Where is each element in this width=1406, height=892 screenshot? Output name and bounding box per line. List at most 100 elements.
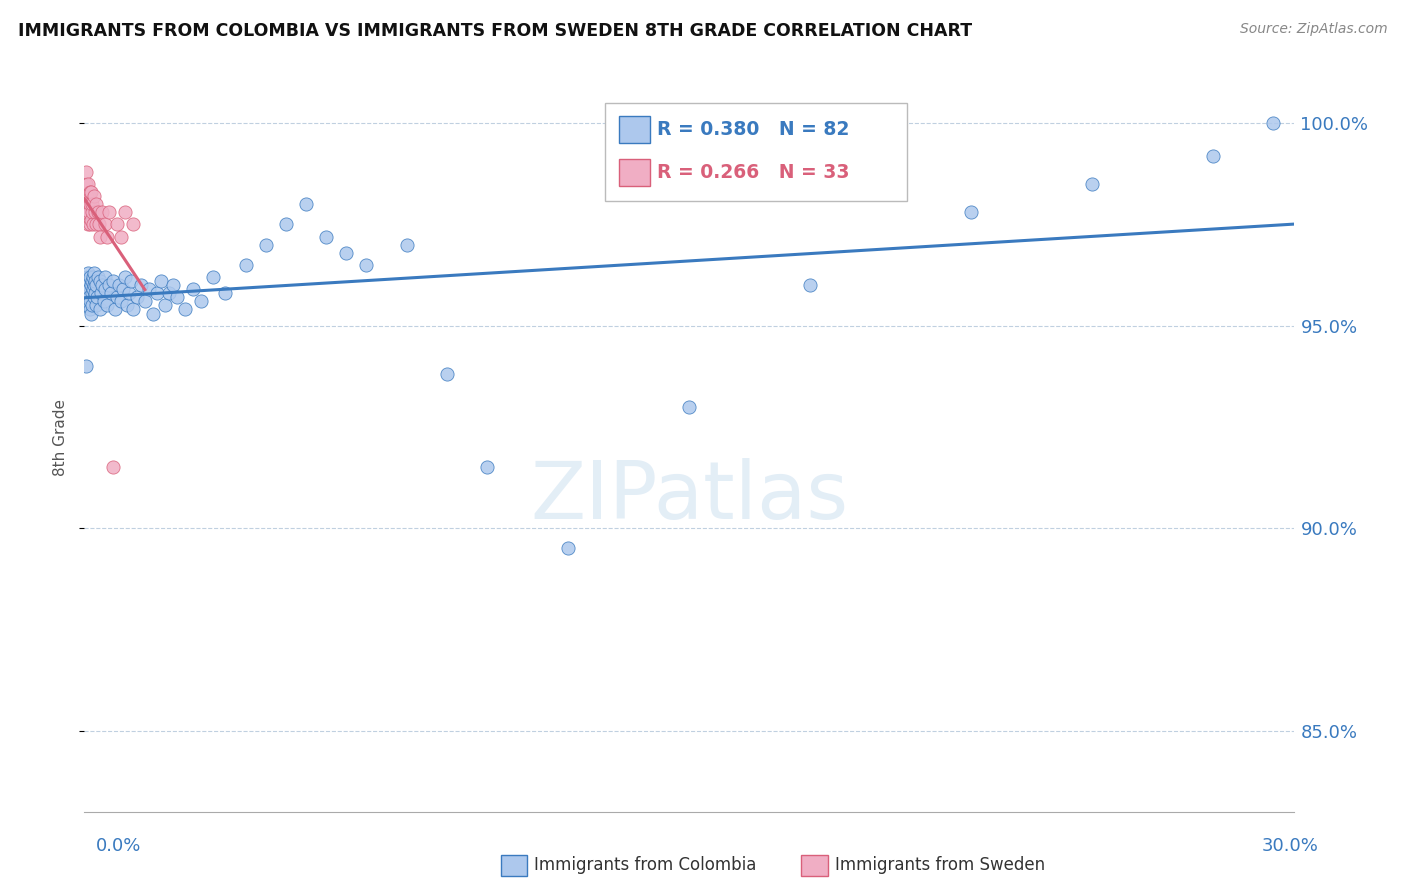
- Point: [83, 290, 105, 304]
- Point: [235, 258, 257, 272]
- Point: [121, 302, 143, 317]
- Point: [138, 282, 160, 296]
- Point: [315, 229, 337, 244]
- Point: [76, 270, 98, 285]
- Point: [79, 218, 101, 232]
- Point: [90, 286, 112, 301]
- Point: [80, 286, 103, 301]
- Point: [77, 282, 100, 296]
- Text: IMMIGRANTS FROM COLOMBIA VS IMMIGRANTS FROM SWEDEN 8TH GRADE CORRELATION CHART: IMMIGRANTS FROM COLOMBIA VS IMMIGRANTS F…: [18, 22, 973, 40]
- Point: [96, 298, 118, 312]
- Point: [77, 274, 100, 288]
- Point: [89, 229, 111, 244]
- Point: [79, 197, 101, 211]
- Point: [125, 290, 148, 304]
- Point: [82, 282, 104, 296]
- Point: [75, 165, 97, 179]
- Point: [83, 189, 105, 203]
- Point: [82, 218, 104, 232]
- Point: [80, 213, 103, 227]
- Point: [111, 282, 134, 296]
- Point: [79, 270, 101, 285]
- Point: [142, 307, 165, 321]
- Point: [83, 266, 105, 280]
- Point: [356, 258, 378, 272]
- Text: 0.0%: 0.0%: [96, 837, 141, 855]
- Point: [181, 282, 204, 296]
- Point: [335, 245, 357, 260]
- Point: [86, 278, 108, 293]
- Point: [436, 368, 458, 382]
- Point: [960, 205, 983, 219]
- Point: [83, 278, 105, 293]
- Point: [395, 237, 418, 252]
- Point: [87, 270, 110, 285]
- Point: [477, 460, 499, 475]
- Point: [149, 274, 172, 288]
- Text: R = 0.266   N = 33: R = 0.266 N = 33: [657, 162, 849, 182]
- Point: [157, 286, 180, 301]
- Text: R = 0.380   N = 82: R = 0.380 N = 82: [657, 120, 849, 139]
- Point: [129, 278, 152, 293]
- Point: [79, 294, 101, 309]
- Point: [114, 205, 136, 219]
- Point: [799, 278, 821, 293]
- Text: Source: ZipAtlas.com: Source: ZipAtlas.com: [1240, 22, 1388, 37]
- Point: [75, 286, 97, 301]
- Point: [107, 278, 129, 293]
- Point: [86, 197, 108, 211]
- Point: [105, 218, 128, 232]
- Point: [77, 189, 100, 203]
- Point: [76, 278, 98, 293]
- Point: [101, 274, 124, 288]
- Point: [1081, 177, 1104, 191]
- Point: [75, 177, 97, 191]
- Point: [94, 270, 117, 285]
- Point: [80, 278, 103, 293]
- Point: [84, 274, 107, 288]
- Point: [84, 218, 107, 232]
- Point: [87, 218, 110, 232]
- Point: [77, 218, 100, 232]
- Point: [121, 218, 143, 232]
- Point: [557, 541, 579, 556]
- Point: [146, 286, 169, 301]
- Text: ZIPatlas: ZIPatlas: [530, 458, 848, 536]
- Point: [254, 237, 277, 252]
- Point: [82, 298, 104, 312]
- Point: [162, 278, 184, 293]
- Point: [214, 286, 236, 301]
- Point: [274, 218, 297, 232]
- Point: [678, 400, 700, 414]
- Point: [79, 302, 101, 317]
- Point: [79, 185, 101, 199]
- Point: [91, 278, 114, 293]
- Point: [120, 274, 142, 288]
- Point: [100, 286, 122, 301]
- Point: [166, 290, 188, 304]
- Point: [1263, 116, 1285, 130]
- Point: [75, 359, 97, 374]
- Point: [80, 185, 103, 199]
- Point: [91, 205, 114, 219]
- Point: [114, 270, 136, 285]
- Point: [110, 229, 132, 244]
- Point: [76, 298, 98, 312]
- Point: [115, 298, 138, 312]
- Point: [202, 270, 225, 285]
- Text: 30.0%: 30.0%: [1263, 837, 1319, 855]
- Point: [118, 286, 141, 301]
- Point: [93, 282, 115, 296]
- Point: [82, 197, 104, 211]
- Point: [84, 298, 107, 312]
- Point: [77, 205, 100, 219]
- Text: Immigrants from Colombia: Immigrants from Colombia: [534, 856, 756, 874]
- Point: [77, 290, 100, 304]
- Point: [89, 274, 111, 288]
- Point: [77, 197, 100, 211]
- Point: [104, 302, 127, 317]
- Point: [80, 307, 103, 321]
- Point: [134, 294, 156, 309]
- Point: [101, 460, 124, 475]
- Point: [96, 229, 118, 244]
